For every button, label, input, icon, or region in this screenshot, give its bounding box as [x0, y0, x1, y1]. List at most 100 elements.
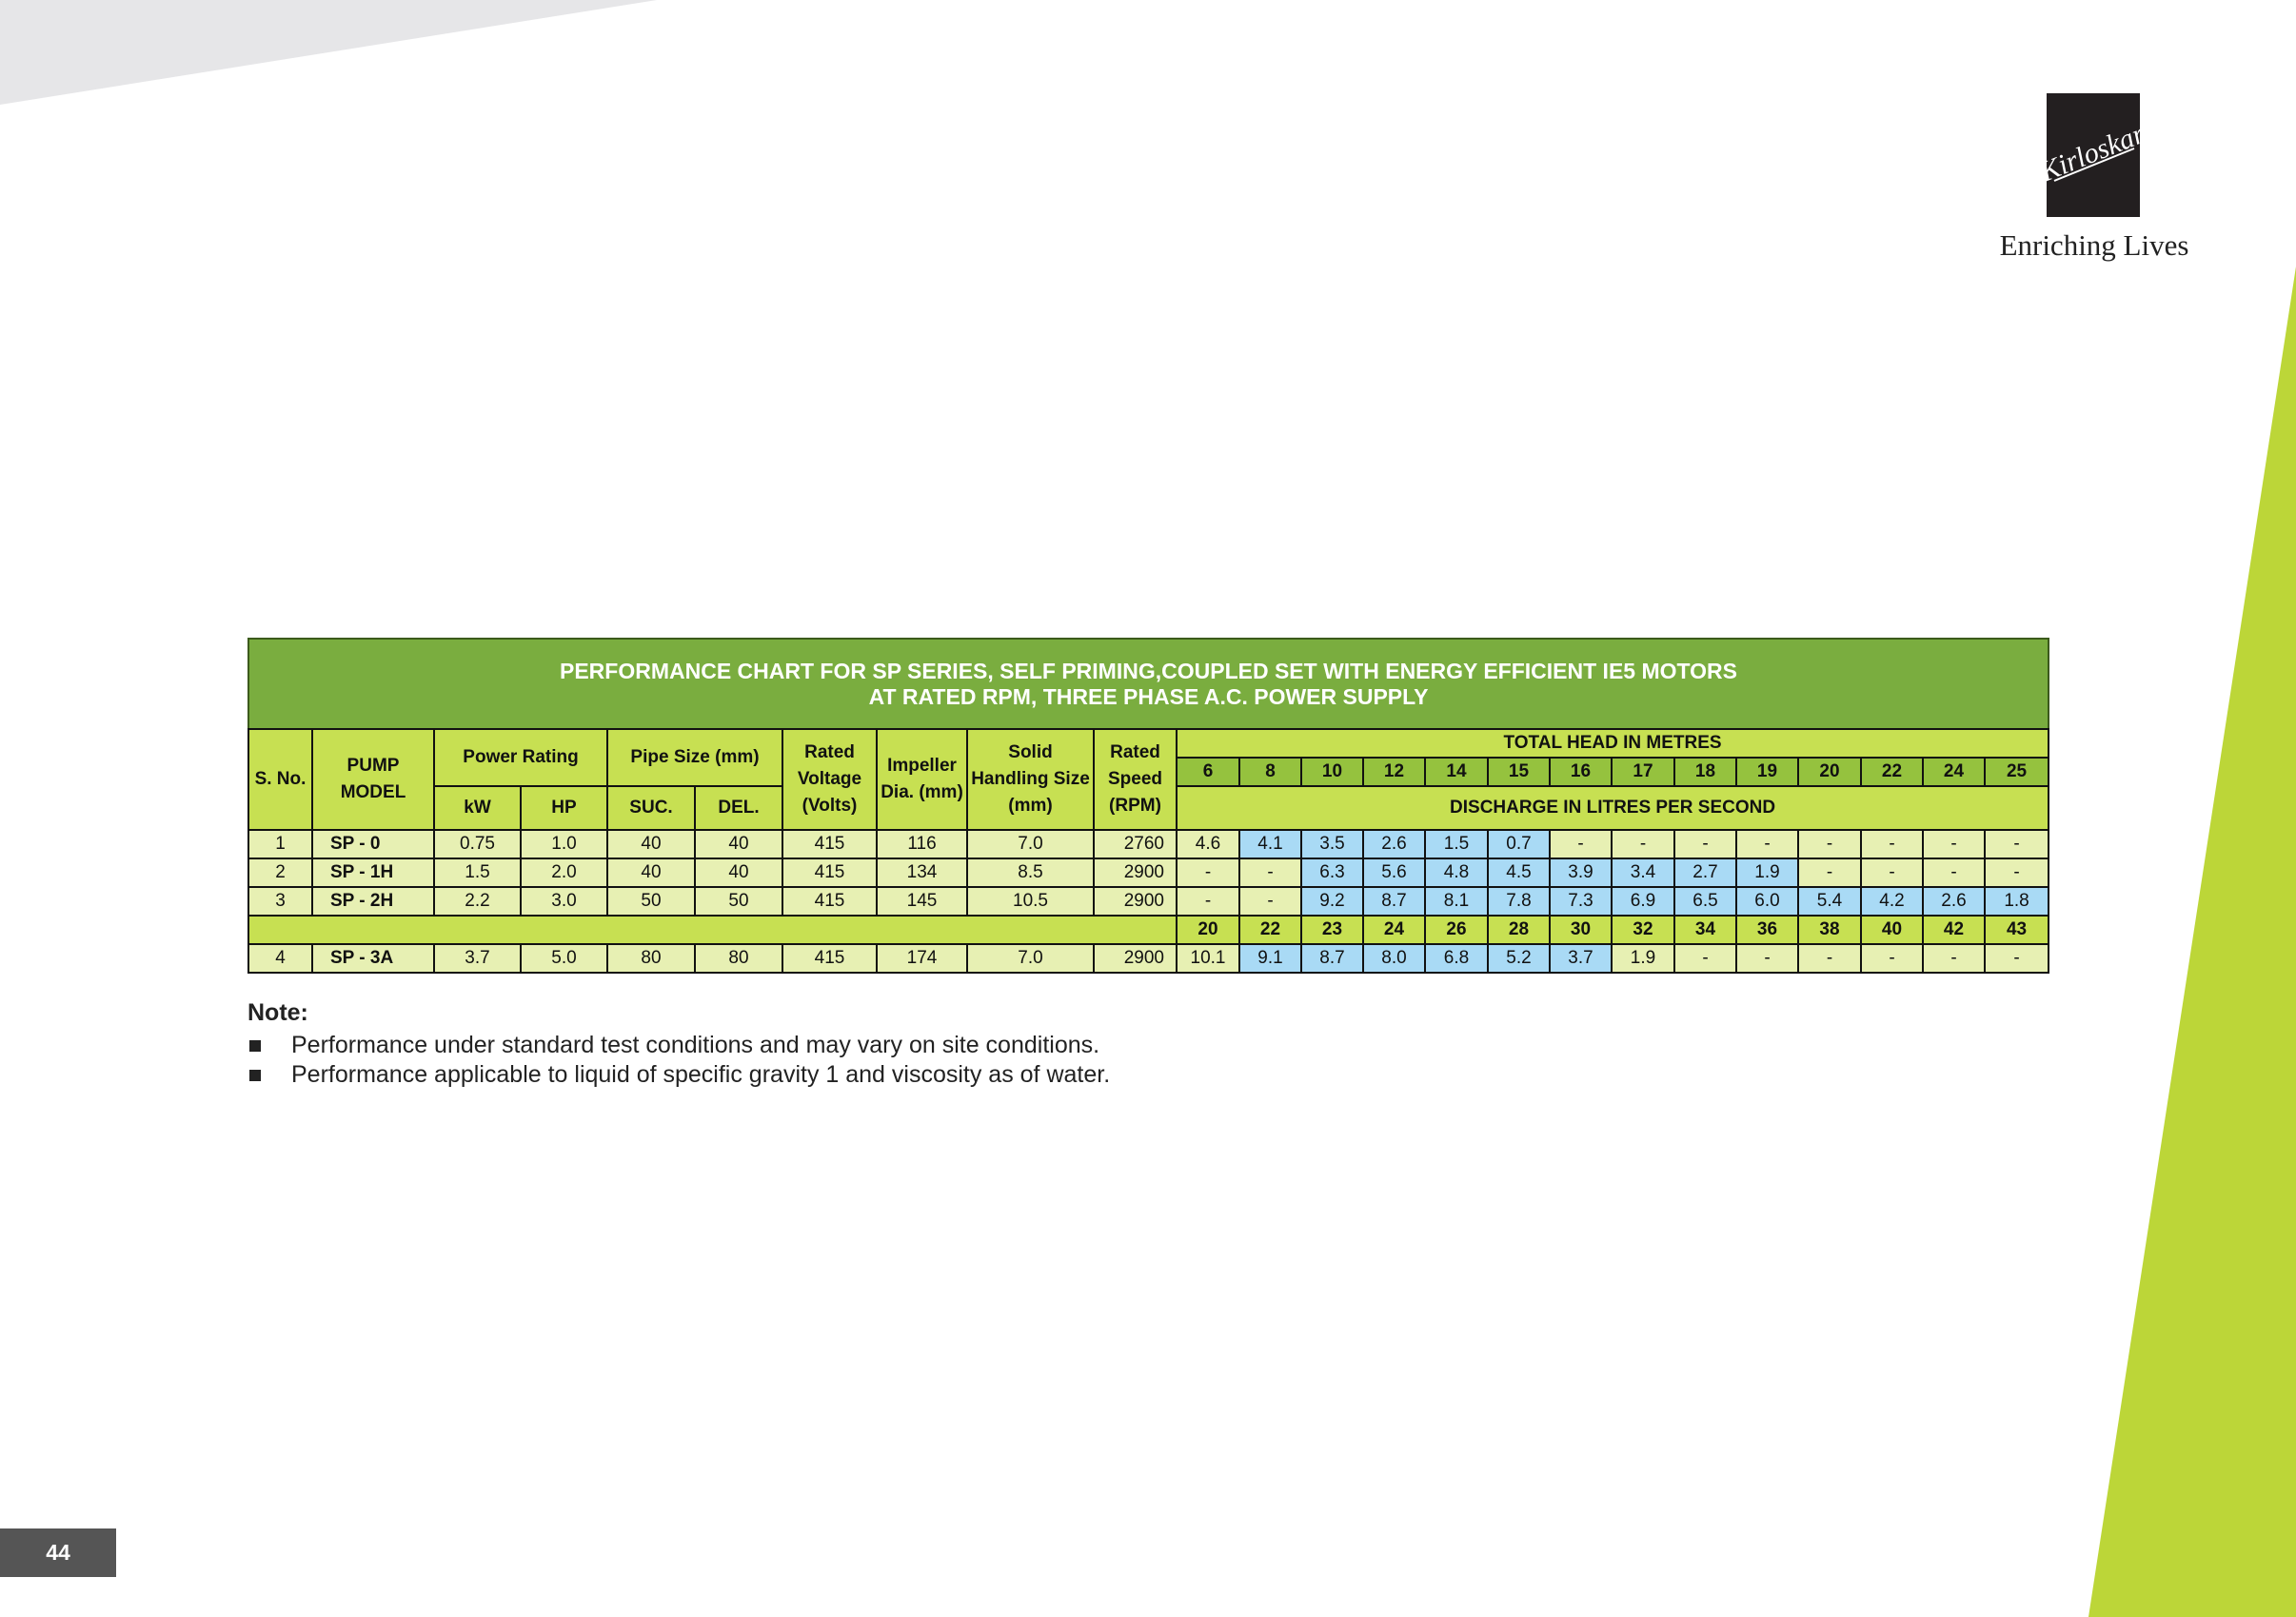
cell-suc: 40: [606, 829, 696, 859]
table-row: 3 SP - 2H 2.2 3.0 50 50 415 145 10.5 2900- -9.2 8.7…: [247, 886, 2050, 917]
header-impeller-dia: Impeller Dia. (mm): [876, 728, 968, 831]
cell-discharge: -: [1735, 943, 1799, 974]
table-row: 1 SP - 0 0.75 1.0 40 40 415 116 7.0 2760 4.6 4.1 3.5…: [247, 829, 2050, 859]
cell-discharge: -: [1797, 943, 1862, 974]
brand-tagline: Enriching Lives: [1999, 228, 2189, 262]
header-total-head: TOTAL HEAD IN METRES: [1175, 728, 2050, 759]
head-value: 32: [1611, 915, 1675, 945]
head-value: 20: [1797, 757, 1862, 787]
head-value: 6: [1176, 757, 1240, 787]
chart-title-line1: PERFORMANCE CHART FOR SP SERIES, SELF PR…: [559, 659, 1737, 683]
cell-discharge: 9.1: [1238, 943, 1302, 974]
cell-suc: 80: [606, 943, 696, 974]
header-hp: HP: [520, 785, 608, 831]
cell-model: SP - 1H: [311, 858, 435, 888]
cell-discharge: -: [1983, 858, 2050, 888]
header-rated-voltage: Rated Voltage (Volts): [782, 728, 878, 831]
cell-discharge: 6.3: [1300, 858, 1364, 888]
cell-discharge: 7.8: [1487, 886, 1551, 917]
cell-impeller: 116: [876, 829, 968, 859]
cell-discharge: 5.6: [1362, 858, 1426, 888]
cell-kw: 3.7: [433, 943, 522, 974]
cell-discharge: -: [1983, 829, 2050, 859]
note-item: Performance under standard test conditio…: [247, 1031, 1110, 1060]
header-power-rating: Power Rating: [433, 728, 608, 787]
head-value: 38: [1797, 915, 1862, 945]
cell-discharge: 3.5: [1300, 829, 1364, 859]
cell-suc: 40: [606, 858, 696, 888]
cell-discharge: 3.9: [1549, 858, 1613, 888]
notes-title: Note:: [247, 999, 308, 1026]
cell-discharge: -: [1860, 829, 1924, 859]
cell-discharge: -: [1983, 943, 2050, 974]
head-value: 12: [1362, 757, 1426, 787]
head-value: 20: [1176, 915, 1240, 945]
cell-discharge: 8.1: [1424, 886, 1489, 917]
notes-section: Note: Performance under standard test co…: [247, 999, 1110, 1090]
head-value: 8: [1238, 757, 1302, 787]
head-value: 36: [1735, 915, 1799, 945]
cell-discharge: -: [1176, 886, 1240, 917]
cell-voltage: 415: [782, 886, 878, 917]
head-value: 28: [1487, 915, 1551, 945]
cell-speed: 2900: [1093, 858, 1178, 888]
cell-discharge: -: [1860, 943, 1924, 974]
cell-discharge: -: [1238, 886, 1302, 917]
cell-solid: 7.0: [966, 829, 1095, 859]
header-pipe-size: Pipe Size (mm): [606, 728, 783, 787]
head-value: 24: [1922, 757, 1986, 787]
cell-hp: 1.0: [520, 829, 608, 859]
cell-discharge: 2.7: [1673, 858, 1737, 888]
cell-discharge: -: [1922, 829, 1986, 859]
cell-hp: 3.0: [520, 886, 608, 917]
note-text: Performance under standard test conditio…: [291, 1032, 1100, 1058]
cell-del: 40: [694, 829, 783, 859]
chart-title-line2: AT RATED RPM, THREE PHASE A.C. POWER SUP…: [868, 684, 1429, 709]
head-value: 15: [1487, 757, 1551, 787]
table-row: 4 SP - 3A 3.7 5.0 80 80 415 174 7.0 2900 10.1 9.1 8.…: [247, 943, 2050, 974]
cell-discharge: 1.9: [1735, 858, 1799, 888]
cell-voltage: 415: [782, 858, 878, 888]
cell-discharge: -: [1735, 829, 1799, 859]
cell-sno: 4: [247, 943, 313, 974]
cell-discharge: 5.2: [1487, 943, 1551, 974]
cell-hp: 5.0: [520, 943, 608, 974]
cell-discharge: 6.9: [1611, 886, 1675, 917]
cell-discharge: -: [1176, 858, 1240, 888]
cell-discharge: 8.7: [1362, 886, 1426, 917]
cell-del: 80: [694, 943, 783, 974]
cell-discharge: 4.5: [1487, 858, 1551, 888]
cell-speed: 2900: [1093, 943, 1178, 974]
cell-impeller: 134: [876, 858, 968, 888]
cell-discharge: 4.2: [1860, 886, 1924, 917]
head-value: 26: [1424, 915, 1489, 945]
head-value: 14: [1424, 757, 1489, 787]
head-value: 22: [1860, 757, 1924, 787]
cell-sno: 2: [247, 858, 313, 888]
square-bullet-icon: [249, 1039, 261, 1052]
cell-suc: 50: [606, 886, 696, 917]
head-value: 17: [1611, 757, 1675, 787]
cell-voltage: 415: [782, 943, 878, 974]
cell-discharge: -: [1673, 943, 1737, 974]
head-value: 24: [1362, 915, 1426, 945]
cell-solid: 10.5: [966, 886, 1095, 917]
cell-discharge: -: [1549, 829, 1613, 859]
performance-chart: PERFORMANCE CHART FOR SP SERIES, SELF PR…: [247, 638, 2050, 974]
cell-discharge: 6.0: [1735, 886, 1799, 917]
cell-discharge: 8.0: [1362, 943, 1426, 974]
cell-kw: 1.5: [433, 858, 522, 888]
top-gray-band: [0, 0, 657, 105]
cell-discharge: 4.8: [1424, 858, 1489, 888]
cell-discharge: 8.7: [1300, 943, 1364, 974]
table-row: 2 SP - 1H 1.5 2.0 40 40 415 134 8.5 2900- -6.3 5.6 4…: [247, 858, 2050, 888]
cell-discharge: -: [1797, 829, 1862, 859]
head-value: 19: [1735, 757, 1799, 787]
header-sno: S. No.: [247, 728, 313, 831]
cell-discharge: 10.1: [1176, 943, 1240, 974]
header-pump-model: PUMP MODEL: [311, 728, 435, 831]
header-discharge: DISCHARGE IN LITRES PER SECOND: [1175, 785, 2050, 831]
cell-sno: 3: [247, 886, 313, 917]
cell-solid: 7.0: [966, 943, 1095, 974]
cell-discharge: 2.6: [1922, 886, 1986, 917]
